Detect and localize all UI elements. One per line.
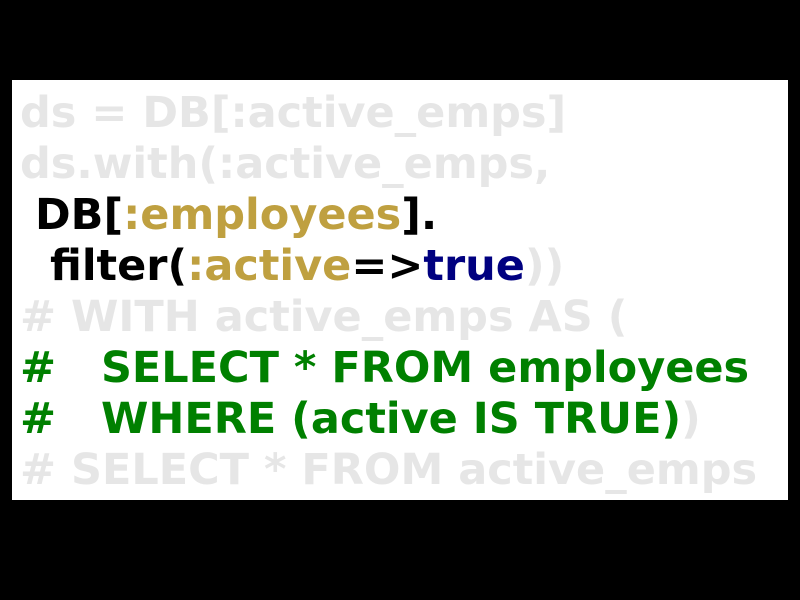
code-token: :employees [123,190,402,240]
code-token: ) [681,394,701,444]
slide: ds = DB[:active_emps] ds.with(:active_emp… [12,80,788,500]
code-token: true [423,241,525,291]
code-token: # WHERE (active IS TRUE) [20,394,682,444]
code-line: # SELECT * FROM employees [20,343,757,394]
code-line: # WHERE (active IS TRUE)) [20,394,757,445]
code-line: # SELECT * FROM active_emps [20,445,757,496]
code-line: # WITH active_emps AS ( [20,292,757,343]
code-line: filter(:active=>true)) [20,241,757,292]
code-token: DB[ [20,190,124,240]
code-token: filter( [20,241,188,291]
code-token: )) [524,241,565,291]
code-line: ds = DB[:active_emps] [20,88,757,139]
code-token: # SELECT * FROM employees [20,343,750,393]
code-token: ds = DB[:active_emps] [20,88,567,138]
code-line: DB[:employees]. [20,190,757,241]
code-line: ds.with(:active_emps, [20,139,757,190]
code-block: ds = DB[:active_emps] ds.with(:active_emp… [20,88,757,496]
code-token: # WITH active_emps AS ( [20,292,628,342]
code-token: ]. [401,190,438,240]
code-token: ds.with(:active_emps, [20,139,551,189]
code-token: # SELECT * FROM active_emps [20,445,758,495]
code-token: :active [187,241,352,291]
code-token: => [351,241,424,291]
